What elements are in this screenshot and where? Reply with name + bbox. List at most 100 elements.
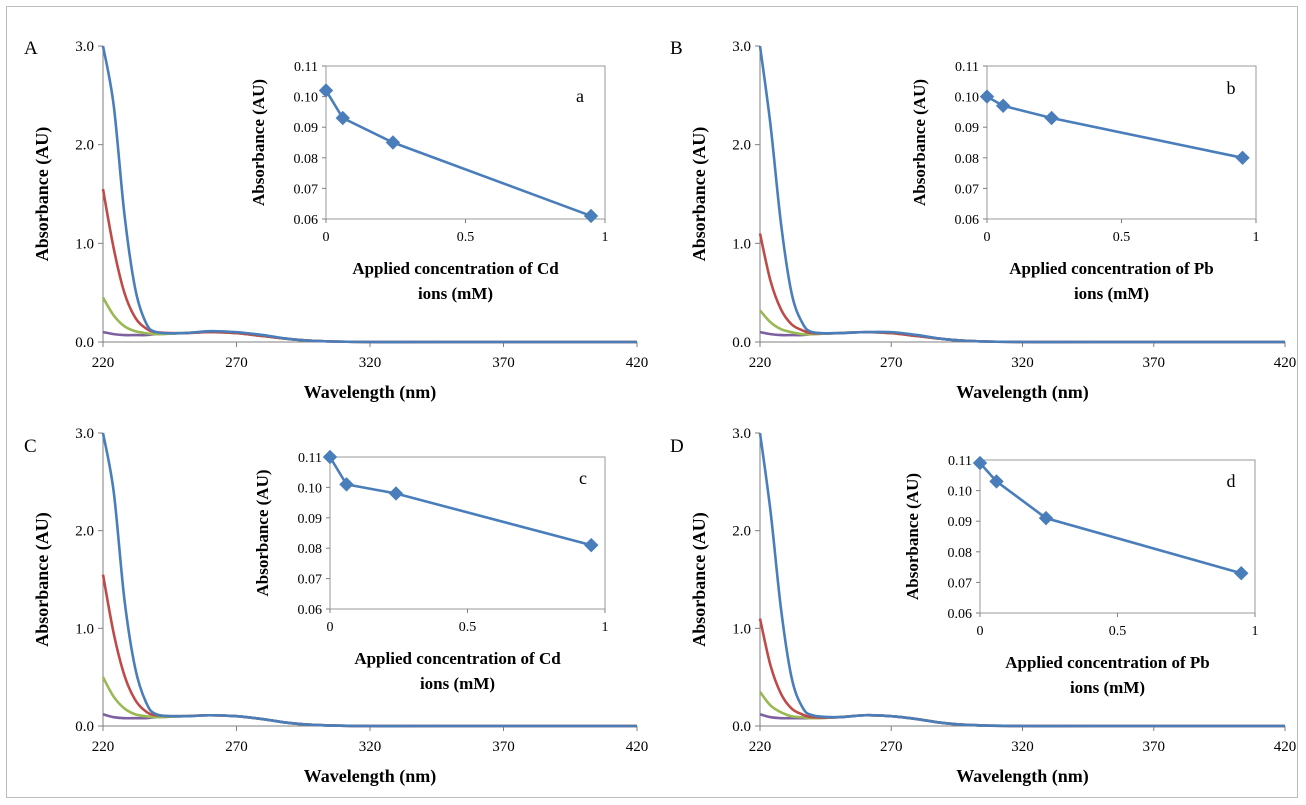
panel-a: A 0.0 1.0 2.0 3.0 220 270 320 370 420 Wavelength (… (24, 38, 648, 403)
inset-chart-b: 0.06 0.07 0.08 0.09 0.10 0.11 0 0.5 1 b Applied co… (907, 54, 1266, 303)
inset-y-tick-label: 0.07 (294, 182, 319, 197)
inset-y-tick-label: 0.10 (955, 91, 980, 106)
y-tick-label: 0.0 (75, 719, 94, 735)
y-tick-label: 3.0 (732, 426, 751, 442)
x-tick-label: 320 (1011, 355, 1034, 371)
inset-data-point (1044, 110, 1059, 126)
inset-x-tick-label: 0 (327, 620, 334, 635)
inset-y-axis-title: Absorbance (AU) (910, 79, 929, 206)
inset-y-tick-label: 0.06 (948, 607, 973, 622)
y-tick-label: 3.0 (732, 39, 751, 55)
inset-x-axis-title-line1: Applied concentration of Cd (354, 649, 561, 668)
inset-data-point (584, 537, 599, 553)
inset-x-tick-label: 0 (323, 230, 330, 245)
y-tick-label: 3.0 (75, 426, 94, 442)
y-tick-label: 0.0 (75, 335, 94, 351)
panel-label: A (24, 38, 38, 59)
x-tick-label: 370 (1143, 739, 1166, 755)
x-tick-label: 320 (359, 355, 382, 371)
panel-label: D (670, 436, 684, 457)
inset-label: b (1227, 78, 1236, 98)
inset-x-tick-label: 0 (984, 230, 991, 245)
x-tick-label: 270 (225, 739, 248, 755)
inset-x-tick-label: 0.5 (459, 620, 477, 635)
x-tick-label: 320 (1011, 739, 1034, 755)
y-tick-label: 2.0 (75, 138, 94, 154)
inset-y-tick-label: 0.07 (298, 573, 323, 588)
x-axis-title: Wavelength (nm) (304, 382, 437, 403)
inset-label: c (579, 468, 587, 488)
inset-series-line (979, 462, 1242, 575)
inset-x-tick-label: 1 (1252, 624, 1259, 639)
inset-chart-c: 0.06 0.07 0.08 0.09 0.10 0.11 0 0.5 1 c Applied co… (250, 445, 615, 693)
panel-c: C 0.0 1.0 2.0 3.0 220 270 320 370 420 Wavelength (… (24, 426, 648, 787)
inset-x-axis-title-line2: ions (mM) (420, 674, 495, 693)
inset-y-tick-label: 0.10 (948, 485, 973, 500)
y-tick-label: 3.0 (75, 39, 94, 55)
inset-y-tick-label: 0.08 (294, 152, 319, 167)
y-tick-label: 2.0 (732, 524, 751, 540)
x-tick-label: 270 (880, 739, 903, 755)
inset-y-tick-label: 0.08 (955, 152, 980, 167)
inset-y-tick-label: 0.09 (948, 515, 973, 530)
inset-x-tick-label: 1 (602, 620, 609, 635)
inset-series-line (324, 89, 592, 218)
inset-y-tick-label: 0.09 (298, 512, 323, 527)
inset-background (250, 445, 615, 693)
series-line-blue (101, 432, 637, 728)
x-tick-label: 420 (626, 355, 649, 371)
y-tick-label: 1.0 (732, 621, 751, 637)
inset-data-point (318, 83, 334, 98)
inset-data-point (1038, 510, 1054, 526)
y-tick-label: 1.0 (732, 236, 751, 252)
inset-y-tick-label: 0.07 (948, 576, 973, 591)
inset-data-point (583, 208, 599, 224)
inset-data-point (1235, 150, 1250, 166)
x-tick-label: 320 (359, 739, 382, 755)
y-axis-title: Absorbance (AU) (689, 127, 710, 262)
inset-x-tick-label: 1 (602, 230, 609, 245)
inset-y-tick-label: 0.11 (294, 60, 318, 75)
y-tick-label: 0.0 (732, 719, 751, 735)
x-axis-title: Wavelength (nm) (956, 766, 1089, 787)
inset-data-point (339, 477, 354, 492)
inset-data-point (335, 110, 350, 126)
series-line-green (759, 309, 1285, 344)
inset-y-axis-title: Absorbance (AU) (903, 473, 922, 600)
inset-y-tick-label: 0.09 (955, 121, 980, 136)
series-line-green (101, 296, 637, 344)
inset-x-axis-title-line2: ions (mM) (1074, 284, 1149, 303)
inset-background (907, 54, 1266, 303)
inset-y-tick-label: 0.11 (955, 60, 979, 75)
inset-y-axis-title: Absorbance (AU) (253, 469, 272, 596)
x-tick-label: 220 (92, 739, 115, 755)
x-axis-title: Wavelength (nm) (956, 382, 1089, 403)
inset-chart-a: 0.06 0.07 0.08 0.09 0.10 0.11 0 0.5 1 a Applied co… (246, 54, 615, 303)
inset-x-tick-label: 1 (1253, 230, 1260, 245)
inset-label: d (1227, 471, 1236, 491)
y-tick-label: 0.0 (732, 335, 751, 351)
series-line-blue (758, 45, 1285, 344)
y-tick-label: 1.0 (75, 236, 94, 252)
inset-series-line (328, 456, 592, 547)
x-tick-label: 270 (880, 355, 903, 371)
inset-data-point (979, 89, 995, 104)
inset-y-tick-label: 0.07 (955, 182, 980, 197)
inset-background (246, 54, 615, 303)
inset-x-tick-label: 0 (977, 624, 984, 639)
panel-label: C (24, 436, 37, 457)
x-tick-label: 370 (492, 355, 515, 371)
inset-y-tick-label: 0.11 (948, 454, 972, 469)
x-tick-label: 220 (749, 739, 772, 755)
panel-label: B (670, 38, 683, 59)
panel-b: B 0.0 1.0 2.0 3.0 220 270 320 370 420 Wavelength (… (670, 38, 1296, 403)
inset-label: a (576, 86, 584, 106)
inset-data-point (1234, 566, 1249, 581)
x-tick-label: 370 (492, 739, 515, 755)
inset-x-axis-title-line2: ions (mM) (418, 284, 493, 303)
inset-y-axis-title: Absorbance (AU) (249, 79, 268, 206)
x-tick-label: 420 (626, 739, 649, 755)
inset-y-tick-label: 0.08 (298, 542, 323, 557)
inset-x-tick-label: 0.5 (457, 230, 475, 245)
